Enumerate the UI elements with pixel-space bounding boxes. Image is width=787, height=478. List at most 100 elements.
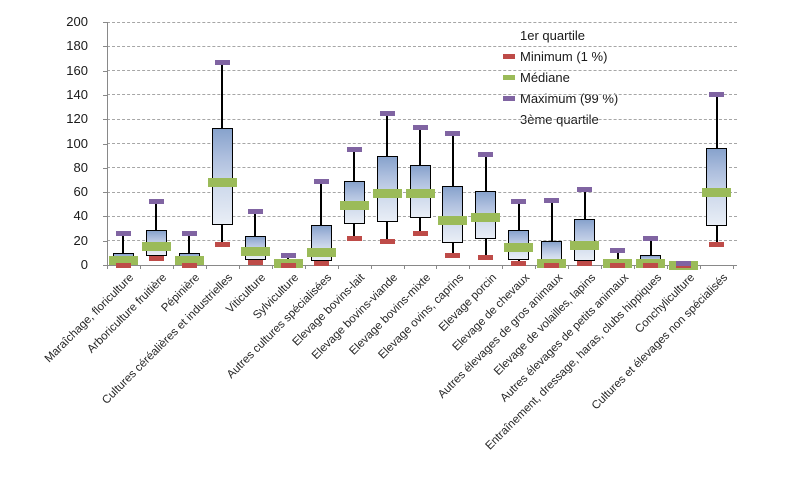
minimum-marker — [115, 262, 131, 268]
minimum-marker — [214, 241, 230, 247]
maximum-marker — [445, 131, 461, 137]
x-axis-tick — [568, 265, 570, 269]
legend-item: Minimum (1 %) — [503, 46, 618, 67]
whisker-upper — [649, 238, 652, 256]
minimum-marker — [445, 252, 461, 258]
maximum-marker — [709, 92, 725, 98]
minimum-marker — [313, 261, 329, 267]
legend-item: Maximum (99 %) — [503, 88, 618, 109]
x-axis-tick — [502, 265, 504, 269]
whisker-lower — [451, 243, 454, 256]
x-axis-tick — [634, 265, 636, 269]
whisker-upper — [550, 200, 553, 241]
median-marker — [174, 255, 204, 265]
minimum-marker — [412, 230, 428, 236]
x-axis-tick — [403, 265, 405, 269]
x-axis-tick — [733, 265, 734, 269]
legend-marker-placeholder — [503, 33, 515, 38]
maximum-marker — [544, 198, 560, 204]
gridline-160 — [107, 70, 737, 72]
whisker-lower — [353, 223, 356, 239]
whisker-upper — [517, 201, 520, 230]
legend-item-label: Maximum (99 %) — [520, 91, 619, 106]
maximum-marker — [577, 187, 593, 193]
median-marker — [207, 177, 237, 187]
minimum-marker — [478, 255, 494, 261]
chart-legend: 1er quartile Minimum (1 %) Médiane Maximum … — [503, 25, 618, 130]
y-axis-tick-label: 80 — [73, 159, 88, 175]
y-axis-tick — [103, 70, 107, 72]
whisker-lower — [419, 217, 421, 234]
legend-item: 1er quartile — [503, 25, 618, 46]
x-axis-tick — [107, 265, 108, 269]
minimum-marker — [280, 262, 296, 268]
median-marker — [405, 188, 435, 198]
legend-dash-icon — [503, 54, 515, 59]
x-axis-tick — [700, 265, 702, 269]
whisker-lower — [715, 226, 718, 245]
x-axis-tick — [337, 265, 339, 269]
y-axis-tick-label: 0 — [80, 257, 88, 272]
median-marker — [372, 188, 402, 198]
median-marker — [702, 187, 732, 197]
legend-item-label: Minimum (1 %) — [520, 49, 608, 64]
median-marker — [141, 242, 171, 252]
maximum-marker — [676, 261, 692, 267]
median-marker — [108, 255, 138, 265]
minimum-marker — [346, 235, 362, 241]
whisker-upper — [188, 233, 191, 253]
legend-item: Médiane — [503, 67, 618, 88]
quartile-box — [706, 148, 728, 227]
whisker-upper — [254, 211, 257, 236]
x-axis-tick — [172, 265, 174, 269]
maximum-marker — [214, 59, 230, 65]
whisker-lower — [221, 224, 224, 245]
y-axis-tick — [103, 46, 107, 48]
median-marker — [504, 243, 534, 253]
minimum-marker — [610, 262, 626, 268]
y-axis-tick — [103, 22, 107, 23]
median-marker — [339, 200, 369, 210]
minimum-marker — [247, 260, 263, 266]
y-axis-tick-label: 140 — [66, 86, 88, 102]
quartile-box — [211, 127, 233, 225]
median-marker — [438, 215, 468, 225]
y-axis-tick-label: 100 — [66, 135, 88, 151]
legend-dash-icon — [503, 75, 515, 80]
maximum-marker — [280, 252, 296, 258]
maximum-marker — [313, 178, 329, 184]
median-marker — [240, 247, 270, 257]
whisker-upper — [715, 94, 718, 149]
y-axis-tick-label: 60 — [73, 184, 88, 200]
gridline-20 — [107, 240, 737, 242]
whisker-upper — [287, 255, 290, 263]
y-axis-tick — [103, 143, 107, 145]
whisker-lower — [386, 222, 389, 242]
whisker-upper — [616, 250, 619, 262]
median-marker — [570, 241, 600, 251]
x-axis-tick — [436, 265, 438, 269]
whisker-upper — [353, 149, 356, 182]
whisker-upper — [155, 201, 158, 230]
legend-dash-icon — [503, 96, 515, 101]
whisker-upper — [122, 233, 125, 253]
y-axis-tick-label: 20 — [73, 232, 88, 248]
y-axis-tick — [103, 167, 107, 169]
maximum-marker — [148, 199, 164, 205]
legend-item-label: Médiane — [520, 70, 570, 85]
x-axis-line — [103, 265, 737, 266]
maximum-marker — [379, 110, 395, 116]
whisker-upper — [386, 113, 389, 156]
minimum-marker — [181, 262, 197, 268]
whisker-upper — [419, 127, 421, 166]
y-axis-tick — [103, 94, 107, 96]
maximum-marker — [610, 247, 626, 253]
y-axis-tick-label: 120 — [66, 111, 88, 127]
y-axis-tick-label: 200 — [66, 14, 88, 29]
minimum-marker — [643, 262, 659, 268]
y-axis-tick — [103, 192, 107, 194]
maximum-marker — [511, 199, 527, 205]
maximum-marker — [643, 235, 659, 241]
maximum-marker — [478, 151, 494, 157]
